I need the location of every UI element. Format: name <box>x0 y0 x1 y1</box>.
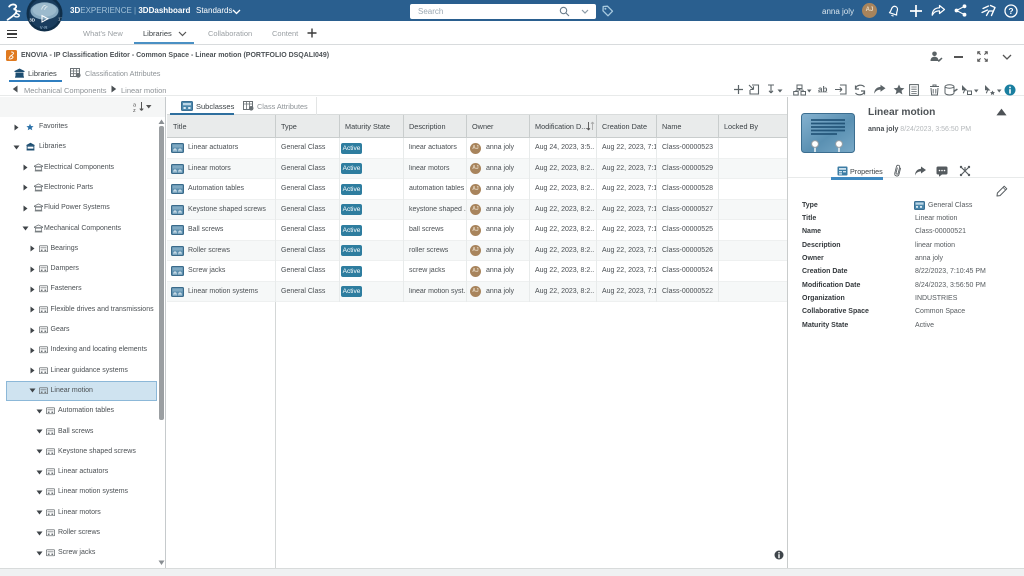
svg-text:a: a <box>133 103 137 109</box>
svg-text:1ʼ: 1ʼ <box>58 17 62 22</box>
svg-text:3D: 3D <box>29 18 36 23</box>
svg-text:V·R: V·R <box>40 25 48 30</box>
svg-text:?: ? <box>1008 6 1013 16</box>
svg-text:z: z <box>133 108 136 112</box>
